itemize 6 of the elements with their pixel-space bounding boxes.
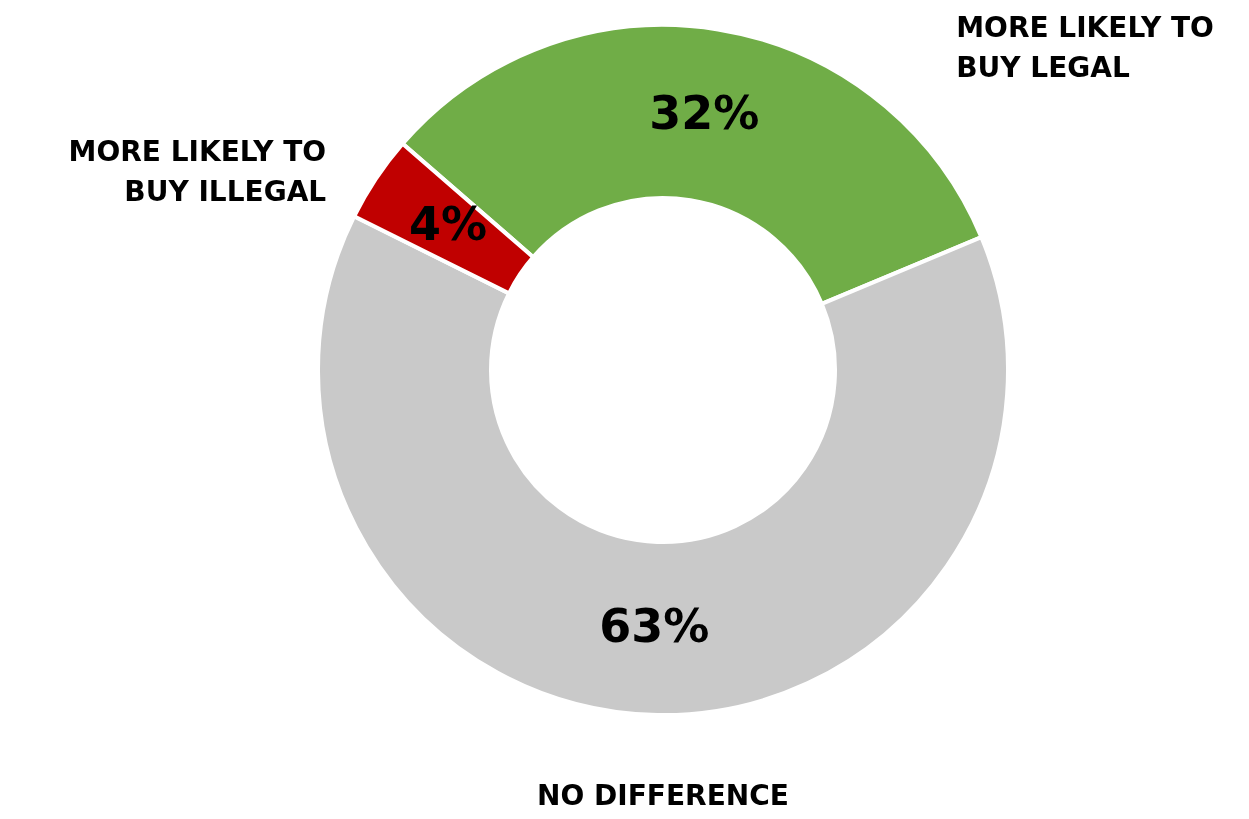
slice-label: MORE LIKELY TO BUY LEGAL [956, 11, 1214, 84]
data-label: 4% [408, 197, 488, 252]
data-label: 63% [599, 599, 710, 654]
slice-label: MORE LIKELY TO BUY ILLEGAL [68, 135, 327, 209]
data-label: 32% [649, 85, 760, 140]
slice-label: NO DIFFERENCE [537, 779, 789, 812]
